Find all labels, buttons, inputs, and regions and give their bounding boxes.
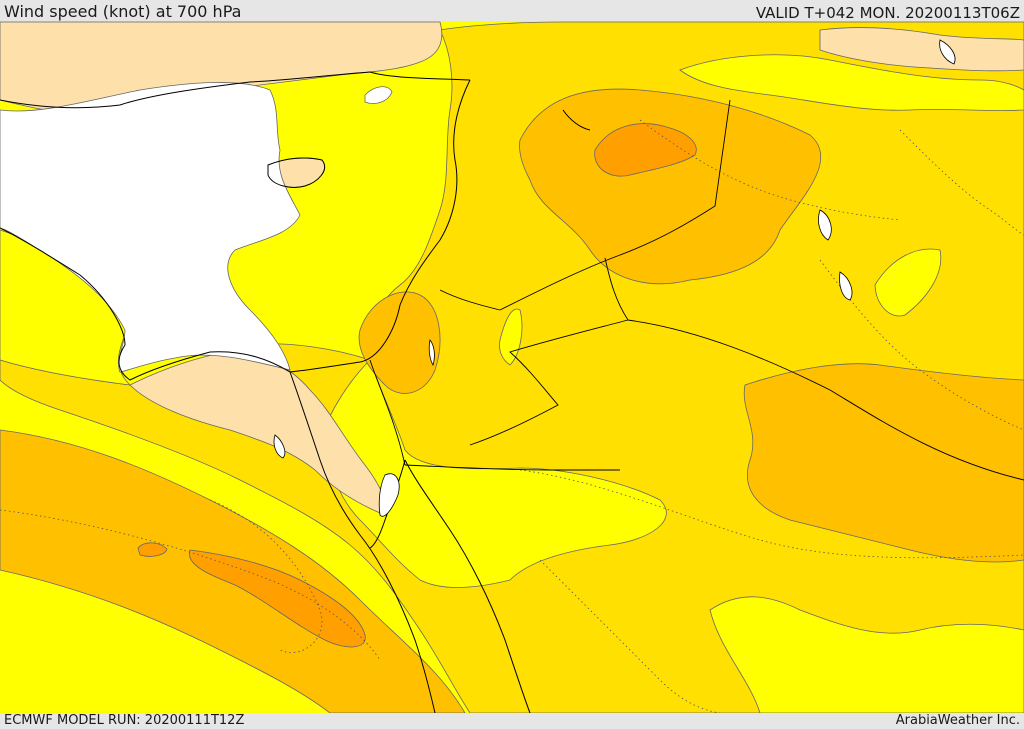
field-fresh-levant [358,291,441,394]
credit-text: ArabiaWeather Inc. [895,713,1020,728]
coastlines [0,71,591,713]
field-light-northeast [679,54,1024,111]
water-bodies [273,39,956,517]
field-calm-aegean [364,86,393,104]
field-light-southeast [709,596,1024,713]
field-strong-iraq [594,123,697,177]
country-borders [369,99,1024,481]
field-verylight-caspian [819,27,1024,72]
map-title: Wind speed (knot) at 700 hPa [4,2,242,21]
dotted-contours [0,119,1024,713]
field-strong-sudan-small [137,542,168,557]
wind-speed-map[interactable] [0,21,1024,713]
field-light-iraq [874,248,942,317]
valid-time: VALID T+042 MON. 20200113T06Z [755,4,1020,22]
field-light-jordan [499,308,523,366]
field-strong-sudan [189,549,366,648]
model-run: ECMWF MODEL RUN: 20200111T12Z [4,713,245,728]
field-fresh-saudi [743,363,1024,563]
footer-bar: ECMWF MODEL RUN: 20200111T12Z ArabiaWeat… [0,713,1024,729]
header-bar: Wind speed (knot) at 700 hPa VALID T+042… [0,0,1024,22]
field-fresh-iraq [519,88,822,285]
field-calm-mediterranean [0,82,301,373]
